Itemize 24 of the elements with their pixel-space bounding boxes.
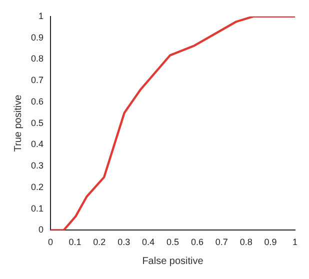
x-tick-label: 0.4 (142, 237, 155, 248)
x-tick-label: 0.6 (190, 237, 204, 248)
x-tick-label: 0.2 (93, 237, 106, 248)
x-tick-label: 0.1 (68, 237, 82, 248)
x-tick-label: 0.3 (118, 237, 130, 248)
y-axis-title: True positive (12, 94, 24, 152)
x-tick-label: 0 (48, 237, 54, 248)
x-axis-title: False positive (142, 256, 204, 267)
y-tick-label: 0 (38, 224, 44, 235)
y-tick-label: 0.2 (30, 182, 44, 192)
x-tick-label: 1 (292, 237, 298, 248)
y-tick-label: 0.7 (30, 75, 44, 86)
y-tick-label: 1 (38, 10, 44, 21)
y-tick-label: 0.5 (30, 118, 44, 128)
y-tick-label: 0.6 (30, 96, 44, 106)
y-tick-label: 0.9 (30, 32, 44, 42)
y-tick-label: 0.1 (30, 203, 44, 214)
x-tick-label: 0.7 (215, 237, 228, 248)
y-tick-label: 0.8 (30, 54, 44, 64)
x-tick-label: 0.8 (240, 237, 252, 248)
x-tick-label: 0.9 (264, 237, 277, 248)
x-tick-label: 0.5 (166, 237, 180, 248)
y-tick-label: 0.3 (30, 160, 44, 171)
y-tick-label: 0.4 (30, 139, 44, 150)
